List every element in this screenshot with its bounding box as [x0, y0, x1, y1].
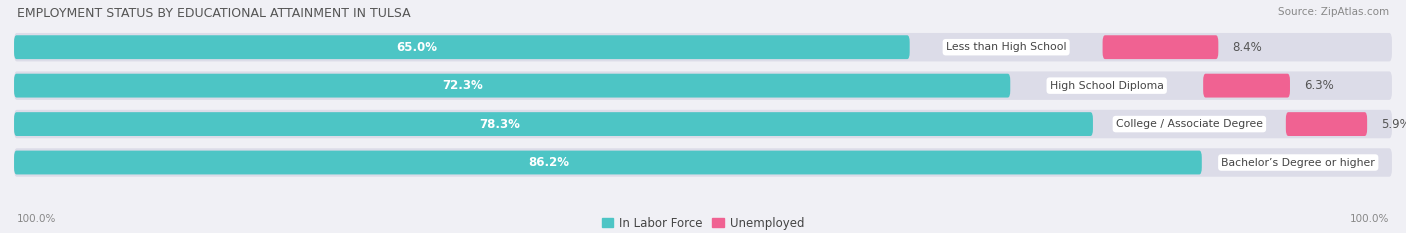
Text: 5.9%: 5.9% — [1381, 118, 1406, 130]
FancyBboxPatch shape — [14, 71, 1392, 100]
Text: Bachelor’s Degree or higher: Bachelor’s Degree or higher — [1222, 158, 1375, 168]
Text: Source: ZipAtlas.com: Source: ZipAtlas.com — [1278, 7, 1389, 17]
Text: 78.3%: 78.3% — [479, 118, 520, 130]
Text: 8.4%: 8.4% — [1232, 41, 1261, 54]
FancyBboxPatch shape — [14, 110, 1392, 138]
FancyBboxPatch shape — [1286, 112, 1367, 136]
Text: Less than High School: Less than High School — [946, 42, 1066, 52]
FancyBboxPatch shape — [14, 35, 910, 59]
Text: High School Diploma: High School Diploma — [1050, 81, 1164, 91]
Text: 86.2%: 86.2% — [529, 156, 569, 169]
Text: EMPLOYMENT STATUS BY EDUCATIONAL ATTAINMENT IN TULSA: EMPLOYMENT STATUS BY EDUCATIONAL ATTAINM… — [17, 7, 411, 20]
Text: 65.0%: 65.0% — [396, 41, 437, 54]
Text: 100.0%: 100.0% — [1350, 214, 1389, 224]
FancyBboxPatch shape — [14, 112, 1092, 136]
Text: 100.0%: 100.0% — [17, 214, 56, 224]
FancyBboxPatch shape — [14, 148, 1392, 177]
Legend: In Labor Force, Unemployed: In Labor Force, Unemployed — [598, 212, 808, 233]
Text: 72.3%: 72.3% — [441, 79, 482, 92]
FancyBboxPatch shape — [1102, 35, 1219, 59]
FancyBboxPatch shape — [1395, 151, 1406, 175]
FancyBboxPatch shape — [1204, 74, 1289, 98]
FancyBboxPatch shape — [14, 151, 1202, 175]
FancyBboxPatch shape — [14, 33, 1392, 62]
Text: College / Associate Degree: College / Associate Degree — [1116, 119, 1263, 129]
FancyBboxPatch shape — [14, 74, 1011, 98]
Text: 6.3%: 6.3% — [1303, 79, 1333, 92]
